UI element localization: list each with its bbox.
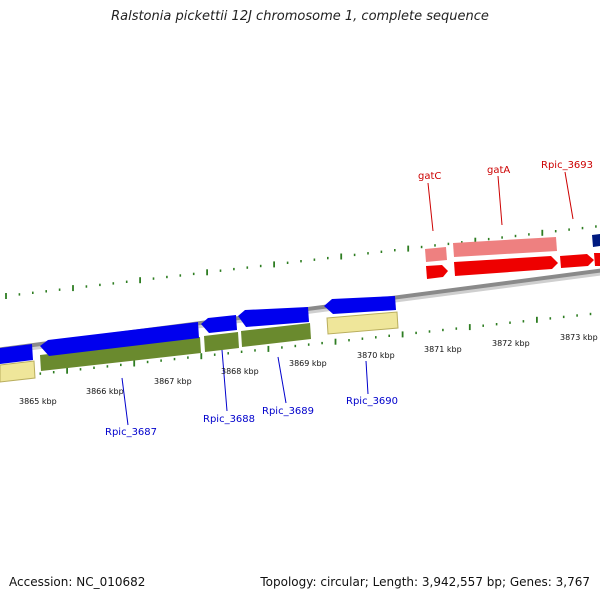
- gene-gata-rna[interactable]: [453, 237, 557, 257]
- gene-label-gatc[interactable]: gatC: [418, 171, 441, 182]
- gene-gatc-rna[interactable]: [425, 247, 447, 262]
- gene-gata[interactable]: [454, 256, 558, 276]
- gene-rpic-3688[interactable]: [201, 315, 237, 333]
- gene-label-rpic-3689[interactable]: Rpic_3689: [262, 406, 314, 417]
- callout-line-rpic-3687: [121, 377, 129, 426]
- scale-label: 3869 kbp: [289, 359, 327, 368]
- callout-line-rpic-3688: [221, 349, 228, 412]
- scale-label: 3872 kbp: [492, 339, 530, 348]
- gene-label-gata[interactable]: gatA: [487, 165, 510, 176]
- gene-label-rpic-3688[interactable]: Rpic_3688: [203, 414, 255, 425]
- scale-label: 3866 kbp: [86, 387, 124, 396]
- gene-label-rpic-3690[interactable]: Rpic_3690: [346, 396, 398, 407]
- scale-label: 3873 kbp: [560, 333, 598, 342]
- gene-track-lower: [0, 296, 396, 364]
- callout-lines: [121, 171, 574, 426]
- gene-rpic-3694[interactable]: [594, 253, 600, 266]
- gene-rpic-3686[interactable]: [0, 344, 33, 364]
- gene-label-rpic-3693[interactable]: Rpic_3693: [541, 160, 593, 171]
- map-title: Ralstonia pickettii 12J chromosome 1, co…: [111, 9, 489, 24]
- scale-label: 3871 kbp: [424, 345, 462, 354]
- scale-label: 3870 kbp: [357, 351, 395, 360]
- scale-labels: 3865 kbp 3866 kbp 3867 kbp 3868 kbp 3869…: [19, 333, 598, 406]
- callout-line-gatc: [427, 182, 434, 232]
- scale-label: 3867 kbp: [154, 377, 192, 386]
- callout-line-rpic-3693: [564, 171, 574, 220]
- gene-rpic-3690[interactable]: [324, 296, 396, 314]
- gene-track-upper: [425, 234, 600, 279]
- gene-rpic-3687[interactable]: [40, 322, 199, 356]
- summary-text: Topology: circular; Length: 3,942,557 bp…: [260, 575, 590, 589]
- gene-gatc[interactable]: [426, 265, 448, 279]
- cds-feature[interactable]: [204, 332, 239, 352]
- gene-labels: Rpic_3687 Rpic_3688 Rpic_3689 Rpic_3690 …: [105, 160, 593, 438]
- callout-line-rpic-3689: [277, 356, 287, 404]
- callout-line-gata: [497, 175, 503, 226]
- scale-label: 3868 kbp: [221, 367, 259, 376]
- scale-label: 3865 kbp: [19, 397, 57, 406]
- gene-rpic-3694-rna[interactable]: [592, 234, 600, 247]
- callout-line-rpic-3690: [365, 360, 369, 395]
- accession-text: Accession: NC_010682: [9, 575, 146, 589]
- cds-feature[interactable]: [241, 323, 311, 347]
- upper-tick-track: [5, 225, 597, 299]
- cds-track-lower: [0, 311, 399, 383]
- cds-feature[interactable]: [40, 337, 201, 371]
- cds-feature[interactable]: [0, 360, 36, 383]
- gene-label-rpic-3687[interactable]: Rpic_3687: [105, 427, 157, 438]
- gene-rpic-3693[interactable]: [560, 254, 594, 268]
- cds-feature[interactable]: [326, 311, 399, 335]
- gene-rpic-3689[interactable]: [238, 307, 309, 327]
